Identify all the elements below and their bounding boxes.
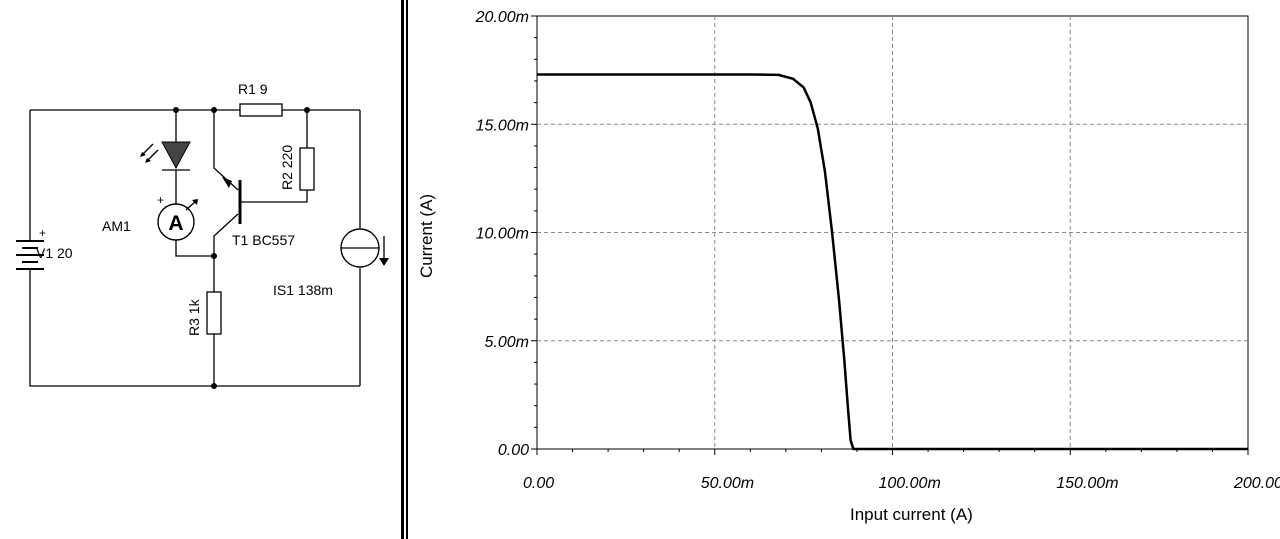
chart-panel: 0.00 50.00m 100.00m 150.00m 200.00m 0.00 5.00… xyxy=(417,9,1280,524)
junction-dots xyxy=(173,107,310,389)
ammeter-plus: + xyxy=(157,193,164,207)
v1-label: V1 20 xyxy=(36,245,73,261)
ammeter-icon: A + AM1 xyxy=(102,193,198,241)
is1-label: IS1 138m xyxy=(273,282,333,298)
y-tick-label: 10.00m xyxy=(476,226,529,243)
schematic-panel: R1 9 R2 220 R3 1k A + AM1 xyxy=(16,81,389,389)
x-tick-label: 0.00 xyxy=(523,475,554,492)
series-line xyxy=(537,73,1248,451)
y-axis-label: Current (A) xyxy=(417,194,436,278)
y-tick-label: 15.00m xyxy=(476,117,529,134)
current-source-icon: IS1 138m xyxy=(273,228,389,298)
x-tick-label: 100.00m xyxy=(879,475,941,492)
y-tick-labels: 0.00 5.00m 10.00m 15.00m 20.00m xyxy=(475,9,529,459)
r2-label: R2 220 xyxy=(279,145,295,190)
resistor-r3: R3 1k xyxy=(186,291,222,336)
y-tick-label: 20.00m xyxy=(475,9,529,26)
resistor-r1: R1 9 xyxy=(238,81,283,117)
t1-label: T1 BC557 xyxy=(232,232,295,248)
y-tick-label: 0.00 xyxy=(498,442,529,459)
battery-icon: + V1 20 xyxy=(16,226,73,270)
resistor-icon xyxy=(239,103,283,117)
ammeter-letter: A xyxy=(168,212,183,235)
y-tick-label: 5.00m xyxy=(485,334,529,351)
tick-marks xyxy=(531,15,1249,455)
resistor-r2: R2 220 xyxy=(279,145,315,191)
x-axis-label: Input current (A) xyxy=(850,505,973,524)
x-tick-label: 150.00m xyxy=(1056,475,1118,492)
resistor-icon xyxy=(206,291,222,335)
x-tick-label: 200.00m xyxy=(1233,475,1280,492)
led-icon xyxy=(140,141,191,171)
resistor-icon xyxy=(299,147,315,191)
x-tick-labels: 0.00 50.00m 100.00m 150.00m 200.00m xyxy=(523,475,1280,492)
r1-label: R1 9 xyxy=(238,81,268,97)
panel-divider[interactable] xyxy=(401,0,408,539)
r3-label: R3 1k xyxy=(186,298,202,336)
grid-lines xyxy=(537,16,1248,449)
pnp-transistor-icon: T1 BC557 xyxy=(222,177,295,248)
battery-plus: + xyxy=(39,226,46,240)
x-tick-label: 50.00m xyxy=(701,475,754,492)
am1-label: AM1 xyxy=(102,218,131,234)
